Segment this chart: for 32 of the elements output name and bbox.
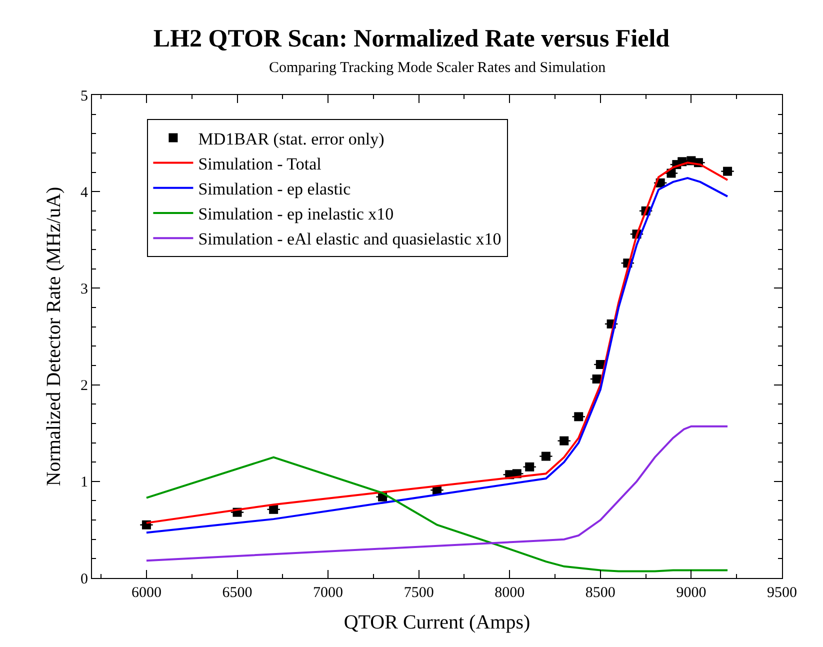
x-tick-label: 7500 (404, 585, 434, 601)
y-tick-label: 4 (80, 184, 88, 201)
point (541, 452, 550, 461)
x-axis-title: QTOR Current (Amps) (344, 612, 530, 634)
chart-subtitle: Comparing Tracking Mode Scaler Rates and Simulation (269, 60, 606, 76)
line-series (145, 456, 729, 572)
point (560, 436, 569, 446)
y-axis-title: Normalized Detector Rate (MHz/uA) (43, 186, 65, 486)
y-tick-label: 3 (80, 281, 88, 298)
x-tick-label: 6000 (131, 585, 162, 601)
point (723, 166, 732, 176)
legend-label: Simulation - ep inelastic x10 (198, 204, 394, 224)
x-tick-label: 8500 (585, 585, 616, 601)
legend-label: Simulation - ep elastic (198, 180, 352, 199)
y-tick-label: 2 (80, 378, 88, 394)
chart-title: LH2 QTOR Scan: Normalized Rate versus Field (153, 26, 670, 53)
x-tick-label: 9000 (676, 585, 706, 601)
y-tick-label: 1 (80, 474, 88, 491)
y-tick-label: 5 (80, 88, 88, 104)
y-tick-label: 0 (80, 571, 88, 588)
point (269, 504, 278, 514)
line-series (145, 425, 729, 562)
legend-label: MD1BAR (stat. error only) (198, 129, 384, 148)
x-tick-label: 7000 (313, 585, 344, 601)
legend-label: Simulation - Total (198, 154, 322, 174)
point (592, 374, 602, 384)
point (525, 462, 534, 472)
x-tick-label: 6500 (222, 585, 252, 601)
legend-label: Simulation - eAl elastic and quasielastic x10 (198, 230, 502, 249)
point (574, 412, 584, 422)
x-tick-label: 8000 (494, 585, 525, 601)
x-tick-label: 9500 (767, 585, 797, 601)
